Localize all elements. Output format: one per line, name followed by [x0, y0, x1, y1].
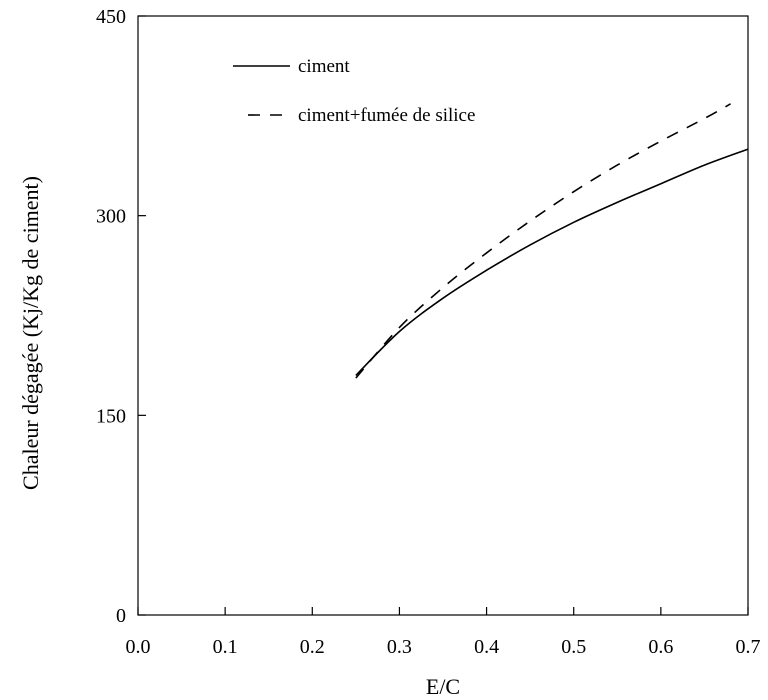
series-line-ciment-fumee-de-silice	[355, 103, 731, 379]
x-tick-label: 0.5	[561, 636, 586, 658]
y-tick-label: 150	[96, 405, 126, 427]
x-axis-title: E/C	[426, 674, 460, 699]
legend-label: ciment	[298, 56, 350, 77]
x-tick-label: 0.4	[474, 636, 499, 658]
y-axis-title: Chaleur dégagée (Kj/Kg de ciment)	[18, 176, 43, 490]
y-tick-label: 450	[96, 6, 126, 28]
legend: ciment ciment+fumée de silice	[233, 56, 475, 126]
x-tick-label: 0.2	[300, 636, 325, 658]
x-tick-label: 0.6	[648, 636, 673, 658]
legend-label: ciment+fumée de silice	[298, 105, 475, 126]
series-line-ciment	[355, 148, 749, 376]
x-tick-label: 0.0	[126, 636, 151, 658]
x-tick-label: 0.7	[736, 636, 761, 658]
y-tick-label: 0	[116, 605, 126, 627]
x-tick-label: 0.3	[387, 636, 412, 658]
x-tick-label: 0.1	[213, 636, 238, 658]
plot-area	[137, 15, 749, 616]
x-axis: 0.0 0.1 0.2 0.3 0.4 0.5 0.6 0.7	[126, 607, 761, 658]
y-tick-label: 300	[96, 206, 126, 228]
series-layer	[355, 103, 749, 379]
plot-border	[137, 15, 749, 616]
y-axis: 0 150 300 450	[96, 6, 146, 627]
